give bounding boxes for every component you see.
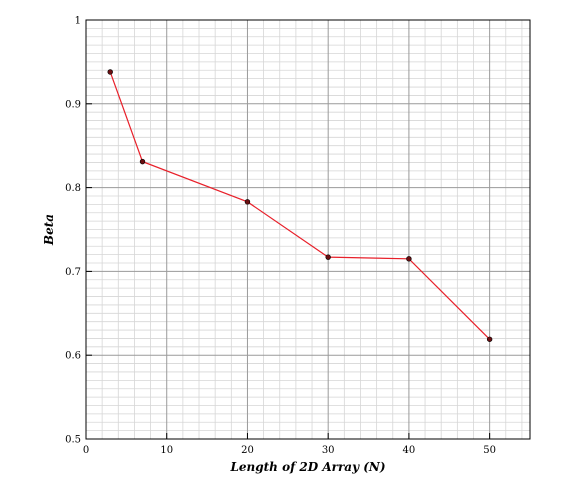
y-tick-label: 0.8 [65, 183, 81, 194]
minor-grid [86, 20, 530, 439]
plot-frame [85, 19, 531, 440]
series-layer [107, 69, 493, 342]
data-point [486, 336, 493, 342]
x-tick-label: 30 [322, 445, 335, 456]
data-point [107, 69, 113, 75]
x-tick-label: 10 [160, 445, 173, 456]
x-tick-label: 0 [83, 445, 89, 456]
data-point [244, 199, 251, 205]
y-tick-label: 0.5 [65, 435, 81, 446]
x-tick-label: 50 [483, 445, 496, 456]
x-tick-label: 40 [403, 445, 416, 456]
y-axis-title: Beta [42, 214, 56, 246]
x-tick-label: 20 [241, 445, 254, 456]
y-tick-label: 0.7 [65, 267, 81, 278]
x-axis-ticks: 0 10 20 30 40 50 [83, 433, 496, 456]
major-grid [85, 19, 530, 440]
y-tick-label: 0.6 [65, 351, 81, 362]
series-line [109, 71, 491, 340]
y-axis-ticks: 0.5 0.6 0.7 0.8 0.9 1 [65, 16, 92, 446]
y-tick-label: 1 [75, 16, 81, 27]
data-point [406, 256, 412, 262]
data-point [325, 254, 331, 260]
data-point [139, 158, 146, 165]
x-axis-title: Length of 2D Array (N) [229, 460, 385, 474]
y-tick-label: 0.9 [65, 99, 81, 110]
